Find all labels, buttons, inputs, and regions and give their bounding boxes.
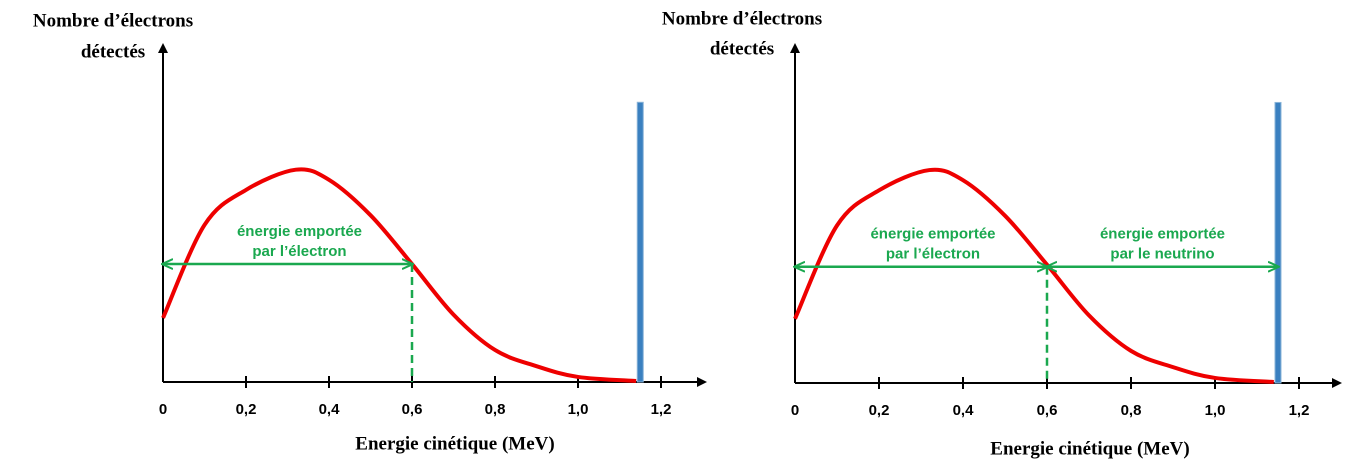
annotation-text: énergie emportée bbox=[237, 223, 362, 240]
spike bbox=[636, 101, 644, 383]
x-tick-label: 1,0 bbox=[1205, 402, 1226, 419]
y-axis-label: détectés bbox=[710, 38, 774, 59]
annotation-text: énergie emportée bbox=[1100, 226, 1225, 243]
x-tick-label: 1,0 bbox=[568, 401, 589, 418]
x-tick-label: 1,2 bbox=[651, 401, 672, 418]
y-axis-label: détectés bbox=[81, 41, 145, 62]
x-tick-label: 0 bbox=[159, 401, 167, 418]
annotation-text: énergie emportée bbox=[870, 226, 995, 243]
x-tick-label: 0,2 bbox=[869, 402, 890, 419]
x-tick-label: 1,2 bbox=[1289, 402, 1310, 419]
curve bbox=[793, 167, 1274, 384]
x-tick-label: 0,6 bbox=[402, 401, 423, 418]
x-tick-label: 0,8 bbox=[485, 401, 506, 418]
annotation-text: par l’électron bbox=[886, 246, 980, 263]
chart: Nombre d’électrons détectés Energie cinéti… bbox=[662, 8, 1342, 459]
x-axis-label: Energie cinétique (MeV) bbox=[355, 433, 554, 454]
annotation-text: par le neutrino bbox=[1110, 246, 1214, 263]
x-tick-label: 0,2 bbox=[236, 401, 257, 418]
y-axis-label: Nombre d’électrons bbox=[662, 8, 822, 29]
spike bbox=[1274, 101, 1282, 384]
x-tick-label: 0,4 bbox=[953, 402, 975, 419]
x-tick-label: 0,4 bbox=[319, 401, 341, 418]
x-tick-label: 0,8 bbox=[1121, 402, 1142, 419]
annotation-text: par l’électron bbox=[252, 243, 346, 260]
x-axis-label: Energie cinétique (MeV) bbox=[990, 438, 1189, 459]
curve bbox=[161, 167, 637, 383]
y-axis-label: Nombre d’électrons bbox=[33, 10, 193, 31]
x-tick-label: 0,6 bbox=[1037, 402, 1058, 419]
x-tick-label: 0 bbox=[791, 402, 799, 419]
chart: Nombre d’électrons détectés Energie cinéti… bbox=[33, 10, 707, 454]
